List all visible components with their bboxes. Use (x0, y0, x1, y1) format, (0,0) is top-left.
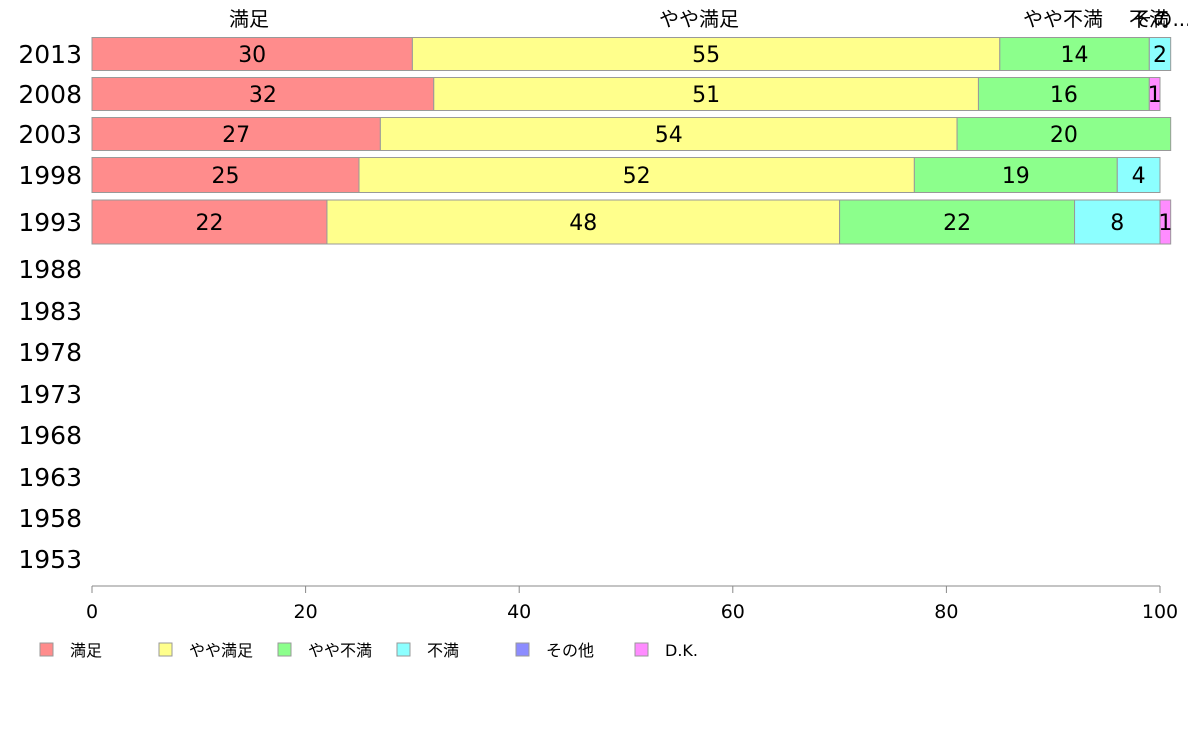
data-label-1993-series-1: 48 (569, 211, 597, 236)
bar-2003-series-2 (956, 117, 1172, 151)
bar-1993-series-2 (839, 199, 1076, 245)
y-label-1978: 1978 (18, 338, 82, 367)
top-label-1: やや満足 (659, 7, 739, 31)
top-label-0: 満足 (229, 7, 269, 31)
y-label-1963: 1963 (18, 463, 82, 492)
top-label-4: その... (1132, 7, 1188, 31)
data-label-1998-series-1: 52 (623, 164, 651, 189)
bar-2003-series-0 (91, 117, 381, 151)
bar-2008-series-2 (977, 77, 1150, 111)
x-tick-label-80: 80 (934, 601, 958, 623)
bar-2013-series-0 (91, 37, 413, 71)
bar-2013-series-3 (1148, 37, 1172, 71)
data-label-2003-series-2: 20 (1050, 123, 1078, 148)
y-label-1953: 1953 (18, 545, 82, 574)
legend-swatch-0 (39, 642, 54, 657)
legend-label-0: 満足 (70, 641, 102, 660)
data-label-2008-series-2: 16 (1050, 83, 1078, 108)
data-label-1998-series-3: 4 (1132, 164, 1146, 189)
bar-1993-series-1 (326, 199, 841, 245)
bar-2013-series-2 (999, 37, 1150, 71)
x-tick-label-60: 60 (721, 601, 745, 623)
data-label-1993-series-3: 8 (1110, 211, 1124, 236)
data-label-2013-series-1: 55 (692, 43, 720, 68)
top-category-labels: 満足 やや満足 やや不満 不満その... (229, 7, 1188, 31)
bar-2013-series-1 (411, 37, 1001, 71)
bars: 30 55 14 2 32 51 16 1 27 54 20 25 52 19 4 22 48 22 8 1 (91, 37, 1172, 245)
bar-2008-series-5 (1148, 77, 1161, 111)
data-label-1993-series-2: 22 (943, 211, 971, 236)
data-label-2013-series-2: 14 (1061, 43, 1089, 68)
x-tick-label-100: 100 (1142, 601, 1178, 623)
top-label-2: やや不満 (1023, 7, 1103, 31)
legend-label-5: D.K. (665, 641, 698, 660)
data-label-2008-series-0: 32 (249, 83, 277, 108)
y-label-1988: 1988 (18, 255, 82, 284)
y-label-2003: 2003 (18, 120, 82, 149)
bar-1998-series-2 (913, 157, 1118, 193)
bar-2008-series-1 (433, 77, 979, 111)
data-label-1998-series-0: 25 (212, 164, 240, 189)
data-label-1993-series-5: 1 (1158, 211, 1172, 236)
legend-swatch-3 (396, 642, 411, 657)
legend-label-1: やや満足 (189, 641, 253, 660)
y-label-1983: 1983 (18, 297, 82, 326)
x-tick-label-40: 40 (507, 601, 531, 623)
data-label-2008-series-1: 51 (692, 83, 720, 108)
bar-1993-series-3 (1074, 199, 1161, 245)
x-tick-label-0: 0 (86, 601, 98, 623)
y-label-1968: 1968 (18, 421, 82, 450)
y-axis-labels: 2013 2008 2003 1998 1993 1988 1983 1978 1973 1968… (18, 40, 82, 574)
legend-label-2: やや不満 (308, 641, 372, 660)
data-label-2013-series-3: 2 (1153, 43, 1167, 68)
data-label-1998-series-2: 19 (1002, 164, 1030, 189)
y-label-2008: 2008 (18, 80, 82, 109)
data-label-2003-series-0: 27 (222, 123, 250, 148)
y-label-1958: 1958 (18, 504, 82, 533)
bar-1998-series-0 (91, 157, 360, 193)
bar-1993-series-0 (91, 199, 328, 245)
bar-1998-series-3 (1116, 157, 1161, 193)
top-label-3: 不満 (1129, 7, 1169, 31)
y-label-1998: 1998 (18, 161, 82, 190)
legend-swatch-5 (634, 642, 649, 657)
legend-label-4: その他 (546, 641, 594, 660)
legend-swatch-2 (277, 642, 292, 657)
data-label-1993-series-0: 22 (195, 211, 223, 236)
y-label-2013: 2013 (18, 40, 82, 69)
data-label-2008-series-5: 1 (1148, 83, 1162, 108)
legend: 満足 やや満足 やや不満 不満 その他 D.K. (39, 641, 698, 660)
bar-2008-series-0 (91, 77, 435, 111)
bar-2003-series-1 (379, 117, 958, 151)
legend-swatch-4 (515, 642, 530, 657)
legend-swatch-1 (158, 642, 173, 657)
data-label-2013-series-0: 30 (238, 43, 266, 68)
x-axis: 0 20 40 60 80 100 (86, 585, 1178, 623)
x-tick-label-20: 20 (294, 601, 318, 623)
legend-label-3: 不満 (427, 641, 459, 660)
y-label-1993: 1993 (18, 208, 82, 237)
bar-1993-series-5 (1159, 199, 1172, 245)
data-label-2003-series-1: 54 (655, 123, 683, 148)
y-label-1973: 1973 (18, 380, 82, 409)
bar-1998-series-1 (358, 157, 915, 193)
